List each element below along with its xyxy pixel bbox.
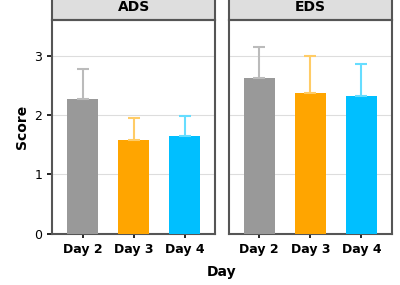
Bar (295, 93, 326, 234)
FancyBboxPatch shape (52, 0, 216, 20)
Text: EDS: EDS (295, 0, 326, 14)
Bar (244, 78, 274, 234)
Bar (346, 96, 377, 234)
Bar (118, 141, 149, 234)
Bar (170, 136, 200, 234)
Bar (67, 99, 98, 234)
FancyBboxPatch shape (228, 0, 392, 20)
Text: ADS: ADS (118, 0, 150, 14)
Text: Day: Day (207, 265, 237, 279)
Y-axis label: Score: Score (15, 105, 29, 149)
